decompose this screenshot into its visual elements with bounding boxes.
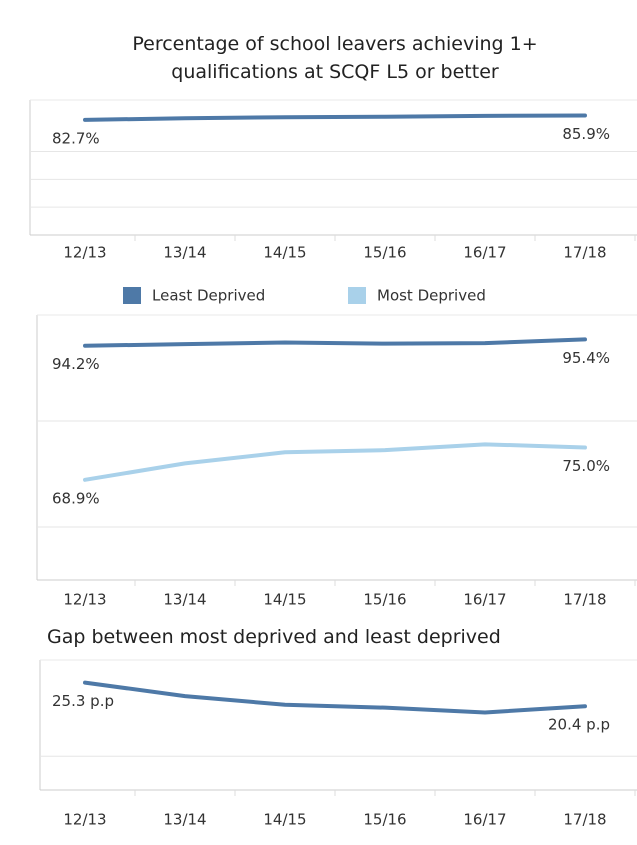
data-label: 20.4 p.p <box>548 716 610 734</box>
x-tick-label: 15/16 <box>363 591 406 609</box>
x-tick-label: 15/16 <box>363 811 406 829</box>
line <box>83 680 587 715</box>
data-label: 85.9% <box>562 125 610 143</box>
data-label: 94.2% <box>52 355 100 373</box>
legend-swatch <box>348 287 366 304</box>
x-tick-label: 14/15 <box>263 591 306 609</box>
legend-swatch <box>123 287 141 304</box>
x-tick-label: 14/15 <box>263 244 306 262</box>
legend-label: Least Deprived <box>152 287 265 305</box>
x-tick-label: 12/13 <box>63 244 106 262</box>
data-label: 68.9% <box>52 489 100 507</box>
x-tick-label: 15/16 <box>363 244 406 262</box>
x-tick-label: 17/18 <box>563 244 606 262</box>
data-label: 95.4% <box>562 349 610 367</box>
chart-title: Percentage of school leavers achieving 1… <box>132 33 538 83</box>
x-tick-label: 13/14 <box>163 811 206 829</box>
x-tick-label: 16/17 <box>463 591 506 609</box>
x-tick-label: 12/13 <box>63 591 106 609</box>
x-tick-label: 17/18 <box>563 811 606 829</box>
data-label: 75.0% <box>562 457 610 475</box>
data-label: 82.7% <box>52 129 100 147</box>
chart-title: Gap between most deprived and least depr… <box>47 626 501 648</box>
x-tick-label: 13/14 <box>163 244 206 262</box>
x-tick-label: 16/17 <box>463 244 506 262</box>
x-tick-label: 17/18 <box>563 591 606 609</box>
x-tick-label: 14/15 <box>263 811 306 829</box>
legend-label: Most Deprived <box>377 287 486 305</box>
line <box>83 442 587 482</box>
data-label: 25.3 p.p <box>52 692 114 710</box>
line <box>83 337 587 348</box>
line <box>83 113 587 122</box>
x-tick-label: 13/14 <box>163 591 206 609</box>
x-tick-label: 16/17 <box>463 811 506 829</box>
x-tick-label: 12/13 <box>63 811 106 829</box>
